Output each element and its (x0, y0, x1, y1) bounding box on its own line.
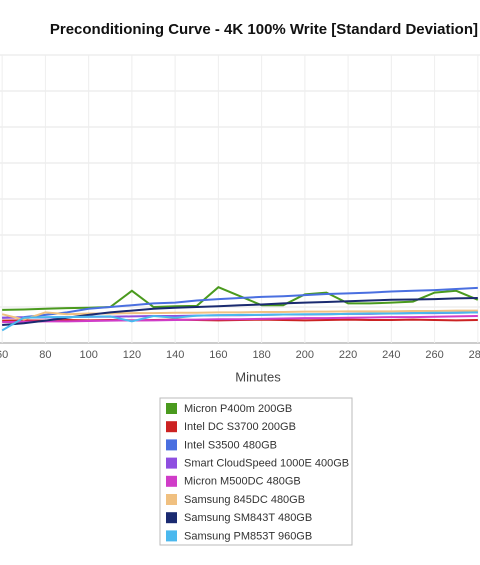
legend-label: Micron M500DC 480GB (184, 476, 301, 488)
x-tick-label: 280 (469, 349, 480, 361)
x-tick-label: 140 (166, 349, 184, 361)
legend-label: Samsung 845DC 480GB (184, 494, 305, 506)
legend-label: Intel S3500 480GB (184, 439, 277, 451)
legend-swatch (166, 475, 177, 487)
x-tick-label: 260 (425, 349, 443, 361)
legend-box (159, 397, 353, 546)
legend-label: Samsung SM843T 480GB (184, 512, 312, 524)
legend-swatch (166, 457, 177, 469)
x-tick-label: 120 (123, 349, 141, 361)
series-line (1, 311, 478, 332)
legend-label: Micron P400m 200GB (184, 403, 292, 415)
legend-swatch (166, 439, 177, 451)
x-tick-label: 240 (382, 349, 400, 361)
legend-swatch (166, 494, 177, 505)
x-axis-label: Minutes (235, 369, 281, 384)
legend-label: Smart CloudSpeed 1000E 400GB (184, 458, 349, 470)
x-tick-label: 100 (79, 349, 97, 361)
x-tick-label: 220 (339, 349, 357, 361)
legend-label: Intel DC S3700 200GB (184, 421, 296, 433)
x-tick-label: 60 (0, 349, 8, 361)
legend-swatch (166, 421, 177, 433)
x-tick-label: 200 (296, 349, 314, 361)
x-tick-label: 180 (252, 349, 270, 361)
legend-label: Samsung PM853T 960GB (184, 530, 312, 542)
legend-swatch (166, 530, 177, 542)
series-line (2, 286, 478, 319)
x-tick-label: 160 (209, 349, 227, 361)
series-line (2, 315, 478, 324)
series-line (2, 286, 479, 311)
series-line (1, 309, 478, 321)
x-tick-label: 80 (39, 349, 51, 361)
legend-swatch (166, 403, 177, 414)
legend-swatch (166, 512, 177, 524)
chart-title: Preconditioning Curve - 4K 100% Write [S… (50, 21, 478, 38)
